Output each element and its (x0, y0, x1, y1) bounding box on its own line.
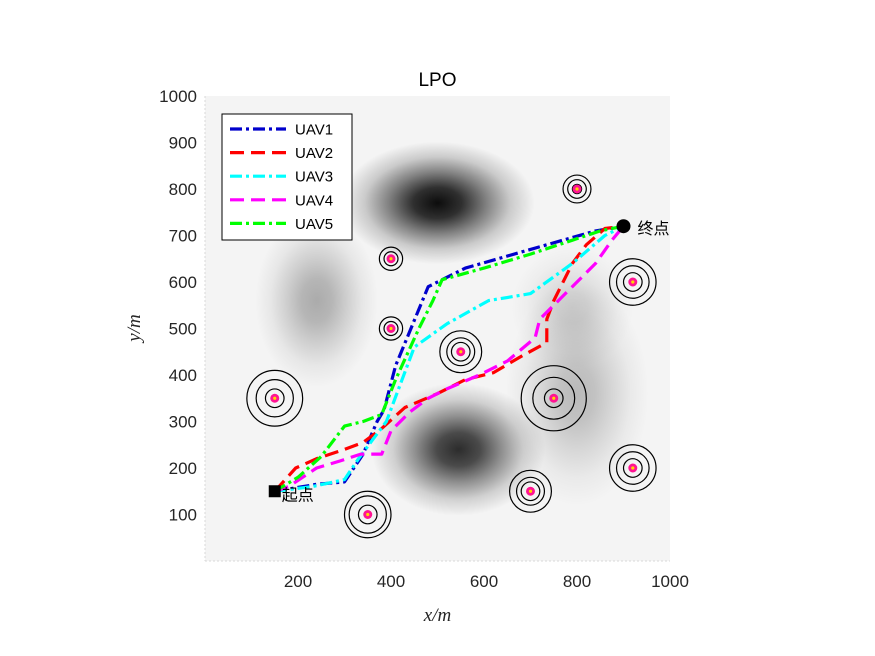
threat-zones (246, 174, 657, 539)
threat-center-dot (631, 280, 635, 284)
legend-label: UAV1 (295, 122, 333, 139)
threat-ring (378, 246, 404, 271)
threat-zone (508, 469, 553, 513)
x-tick-label: 400 (377, 572, 405, 591)
start-label: 起点 (282, 485, 314, 504)
terrain-hill (340, 141, 535, 265)
threat-ring (520, 481, 541, 502)
terrain-hill (510, 246, 634, 369)
threat-ring (343, 490, 392, 539)
threat-zone (246, 369, 304, 427)
series-line-uav4 (274, 225, 625, 493)
legend-item-uav2: UAV2 (230, 145, 333, 162)
uav-paths (273, 224, 625, 493)
goal-marker (616, 219, 631, 234)
x-tick-label: 600 (470, 572, 498, 591)
y-tick-label: 100 (169, 506, 197, 525)
legend-item-uav4: UAV4 (230, 192, 333, 209)
x-tick-label: 1000 (651, 572, 689, 591)
threat-ring (543, 388, 564, 409)
threat-ring (508, 469, 553, 513)
threat-zone (343, 490, 392, 539)
threat-center-dot (575, 187, 579, 191)
y-tick-label: 200 (169, 459, 197, 478)
y-tick-label: 900 (169, 134, 197, 153)
legend-label: UAV3 (295, 169, 333, 186)
y-tick-label: 400 (169, 366, 197, 385)
terrain-hill (255, 213, 378, 388)
legend-label: UAV5 (295, 216, 333, 233)
threat-center-dot (528, 489, 533, 493)
threat-zone (562, 174, 592, 204)
threat-ring (246, 369, 304, 427)
x-tick-label: 200 (284, 572, 312, 591)
start-marker (268, 485, 281, 498)
y-tick-label: 600 (169, 273, 197, 292)
y-tick-label: 1000 (159, 87, 197, 106)
y-tick-label: 700 (169, 227, 197, 246)
threat-ring (255, 379, 294, 418)
threat-ring (264, 388, 285, 409)
threat-ring (567, 179, 587, 199)
chart-title: LPO (418, 70, 456, 91)
threat-ring (608, 444, 657, 492)
threat-ring (520, 365, 587, 432)
threat-center-dot (631, 466, 635, 470)
y-tick-label: 500 (169, 320, 197, 339)
threat-ring (383, 320, 399, 337)
legend-item-uav1: UAV1 (230, 122, 333, 139)
threat-ring (571, 183, 583, 195)
y-tick-label: 800 (169, 180, 197, 199)
threat-zone (608, 444, 657, 492)
legend-item-uav3: UAV3 (230, 169, 333, 186)
series-line-uav5 (273, 224, 624, 493)
threat-zone (520, 365, 587, 432)
y-tick-label: 300 (169, 413, 197, 432)
threat-ring (622, 272, 643, 292)
threat-ring (378, 316, 404, 341)
threat-ring (532, 376, 576, 420)
x-axis-label: x/m (423, 605, 451, 626)
threat-ring (515, 476, 546, 506)
legend-label: UAV2 (295, 145, 333, 162)
threat-ring (446, 337, 476, 367)
terrain-hill (371, 382, 546, 516)
series-line-uav3 (274, 224, 625, 493)
threat-ring (357, 504, 378, 525)
legend: UAV1 UAV2 UAV3 UAV4 UAV5 (221, 113, 353, 241)
threat-center-dot (273, 396, 277, 400)
threat-zone (608, 258, 657, 306)
start-goal-markers: 起点 终点 (268, 219, 670, 504)
threat-ring (622, 458, 643, 478)
legend-item-uav5: UAV5 (230, 216, 333, 233)
goal-label: 终点 (638, 219, 670, 238)
threat-ring (450, 341, 471, 362)
threat-zone (378, 246, 404, 271)
threat-ring (615, 265, 650, 299)
threat-center-dot (389, 257, 393, 261)
threat-zone (378, 316, 404, 341)
threat-ring (383, 251, 399, 267)
threat-ring (562, 174, 592, 204)
threat-center-dot (552, 396, 556, 400)
threat-ring (439, 330, 483, 374)
axes: LPO x/m y/m 200 400 600 800 1000 100 200 300 400… (124, 70, 689, 626)
x-tick-label: 800 (563, 572, 591, 591)
threat-center-dot (389, 326, 393, 331)
y-axis-label: y/m (124, 314, 145, 343)
threat-ring (348, 495, 387, 534)
threat-center-dot (366, 512, 370, 517)
threat-ring (615, 451, 650, 485)
threat-zone (439, 330, 483, 374)
legend-box (221, 113, 353, 241)
threat-center-dot (459, 350, 463, 354)
legend-label: UAV4 (295, 192, 333, 209)
threat-ring (608, 258, 657, 306)
